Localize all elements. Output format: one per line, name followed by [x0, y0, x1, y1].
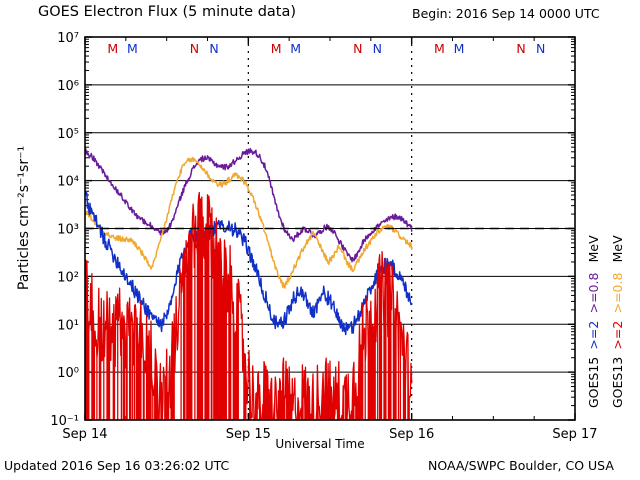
- y-tick-label: 10⁰: [57, 366, 79, 381]
- legend-text: GOES15: [586, 357, 601, 408]
- y-tick-label: 10²: [57, 270, 79, 285]
- updated-timestamp: Updated 2016 Sep 16 03:26:02 UTC: [4, 458, 230, 473]
- y-tick-label: 10³: [57, 223, 79, 238]
- flare-marker: N: [536, 41, 545, 56]
- y-tick-label: 10⁶: [57, 79, 79, 94]
- flare-marker: M: [127, 41, 138, 56]
- y-tick-label: 10⁴: [57, 175, 79, 190]
- y-tick-label: 10⁵: [57, 127, 79, 142]
- legend-text: GOES13: [610, 357, 625, 408]
- gridlines: [85, 84, 575, 373]
- flare-marker: M: [107, 41, 118, 56]
- y-axis-ticks: 10⁷ 10⁶ 10⁵ 10⁴ 10³ 10² 10¹ 10⁰ 10⁻¹: [50, 31, 575, 429]
- legend-text: >=0.8: [586, 273, 601, 314]
- legend-text: MeV: [610, 235, 625, 262]
- plot-frame: [84, 36, 576, 421]
- y-tick-label: 10¹: [57, 318, 79, 333]
- legend-column: GOES13 >=2 >=0.8 MeV: [610, 235, 625, 408]
- series-line: [85, 147, 413, 263]
- legend-text: >=2: [586, 321, 601, 350]
- legend-text: MeV: [586, 235, 601, 262]
- flare-marker: M: [434, 41, 445, 56]
- y-axis-label: Particles cm⁻²s⁻¹sr⁻¹: [16, 145, 32, 291]
- flare-marker: M: [454, 41, 465, 56]
- flare-marker: N: [373, 41, 382, 56]
- legend-text: >=2: [610, 321, 625, 350]
- legend-text: >=0.8: [610, 273, 625, 314]
- chart-title: GOES Electron Flux (5 minute data): [38, 4, 297, 20]
- legend: GOES15 >=2 >=0.8 MeV GOES13 >=2 >=0.8 MeV: [586, 235, 625, 408]
- legend-column: GOES15 >=2 >=0.8 MeV: [586, 235, 601, 408]
- y-tick-label: 10⁻¹: [50, 414, 79, 429]
- flare-marker: N: [209, 41, 218, 56]
- flare-marker: N: [516, 41, 525, 56]
- source-credit: NOAA/SWPC Boulder, CO USA: [428, 458, 614, 473]
- series-line: [85, 191, 413, 336]
- series-line: [85, 156, 413, 289]
- x-axis-label: Universal Time: [275, 437, 365, 451]
- flare-marker: N: [353, 41, 362, 56]
- data-series: [85, 147, 413, 420]
- series-line: [85, 191, 413, 420]
- begin-time-label: Begin: 2016 Sep 14 0000 UTC: [412, 6, 600, 21]
- x-axis-ticks: Sep 14 Sep 15 Sep 16 Sep 17: [62, 37, 598, 442]
- flare-marker: M: [290, 41, 301, 56]
- y-tick-label: 10⁷: [57, 31, 79, 46]
- flare-marker: M: [271, 41, 282, 56]
- flare-marker: N: [190, 41, 199, 56]
